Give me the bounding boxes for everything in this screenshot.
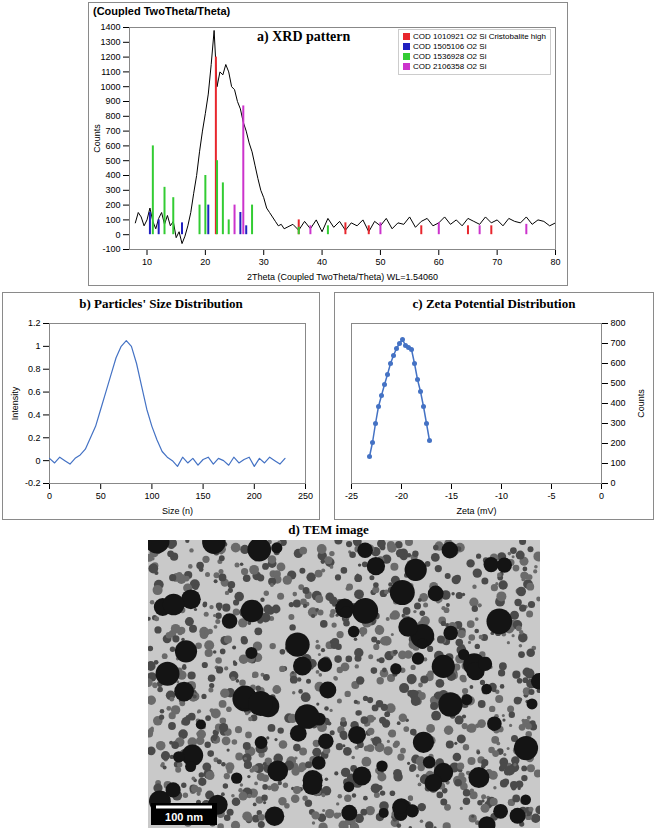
html-text:c) Zeta Potential Distribution: c) Zeta Potential Distribution (412, 296, 576, 311)
svg-text:70: 70 (492, 257, 502, 267)
svg-text:0: 0 (47, 491, 52, 501)
svg-text:500: 500 (611, 378, 626, 388)
svg-text:0: 0 (599, 491, 604, 501)
svg-text:800: 800 (105, 111, 120, 121)
svg-text:-0.2: -0.2 (25, 478, 41, 488)
svg-text:-25: -25 (345, 491, 358, 501)
svg-text:2Theta (Coupled TwoTheta/Theta: 2Theta (Coupled TwoTheta/Theta) WL=1.540… (247, 272, 438, 282)
svg-text:20: 20 (200, 257, 210, 267)
svg-text:1200: 1200 (100, 52, 120, 62)
svg-text:700: 700 (105, 126, 120, 136)
svg-text:-5: -5 (547, 491, 555, 501)
svg-text:-20: -20 (395, 491, 408, 501)
svg-text:Zeta (mV): Zeta (mV) (456, 506, 496, 516)
svg-text:-100: -100 (102, 244, 120, 254)
svg-text:-10: -10 (495, 491, 508, 501)
svg-text:1: 1 (35, 341, 40, 351)
html-text:d) TEM image: d) TEM image (288, 522, 369, 537)
html-text:COD 1505106 O2 Si: COD 1505106 O2 Si (413, 42, 487, 51)
svg-text:300: 300 (611, 418, 626, 428)
svg-text:100: 100 (105, 215, 120, 225)
svg-text:40: 40 (317, 257, 327, 267)
svg-text:1400: 1400 (100, 22, 120, 32)
svg-text:600: 600 (105, 141, 120, 151)
svg-text:400: 400 (105, 170, 120, 180)
svg-text:Counts: Counts (92, 124, 102, 153)
svg-text:700: 700 (611, 338, 626, 348)
svg-text:150: 150 (196, 491, 211, 501)
svg-text:-15: -15 (445, 491, 458, 501)
svg-text:Counts: Counts (636, 389, 646, 418)
html-text:b) Particles' Size Distributio: b) Particles' Size Distribution (79, 296, 243, 311)
html-text:(Coupled TwoTheta/Theta): (Coupled TwoTheta/Theta) (93, 5, 231, 17)
svg-text:50: 50 (375, 257, 385, 267)
svg-text:0.4: 0.4 (28, 410, 41, 420)
html-text:COD 2106358 O2 Si: COD 2106358 O2 Si (413, 62, 487, 71)
svg-text:1000: 1000 (100, 82, 120, 92)
svg-text:1300: 1300 (100, 37, 120, 47)
svg-text:10: 10 (142, 257, 152, 267)
svg-text:Size (n): Size (n) (162, 506, 193, 516)
svg-text:0: 0 (611, 478, 616, 488)
svg-text:Intensity: Intensity (10, 386, 20, 420)
svg-text:800: 800 (611, 318, 626, 328)
html-text:COD 1010921 O2 Si Cristobalite: COD 1010921 O2 Si Cristobalite high (413, 32, 546, 41)
svg-text:100: 100 (611, 458, 626, 468)
svg-text:900: 900 (105, 96, 120, 106)
svg-text:60: 60 (434, 257, 444, 267)
svg-text:1.2: 1.2 (28, 318, 41, 328)
svg-text:30: 30 (259, 257, 269, 267)
svg-text:0: 0 (35, 456, 40, 466)
svg-text:0: 0 (115, 230, 120, 240)
svg-text:250: 250 (298, 491, 313, 501)
svg-text:0.6: 0.6 (28, 387, 41, 397)
svg-text:500: 500 (105, 156, 120, 166)
svg-text:100 nm: 100 nm (165, 811, 203, 823)
svg-text:50: 50 (96, 491, 106, 501)
svg-text:300: 300 (105, 185, 120, 195)
svg-text:100: 100 (144, 491, 159, 501)
svg-text:200: 200 (105, 200, 120, 210)
svg-text:0.2: 0.2 (28, 433, 41, 443)
svg-text:1100: 1100 (101, 67, 120, 77)
svg-text:400: 400 (611, 398, 626, 408)
html-text:COD 1536928 O2 Si: COD 1536928 O2 Si (413, 52, 487, 61)
svg-text:600: 600 (611, 358, 626, 368)
svg-text:200: 200 (247, 491, 262, 501)
svg-text:80: 80 (550, 257, 560, 267)
svg-text:200: 200 (611, 438, 626, 448)
svg-text:0.8: 0.8 (28, 364, 41, 374)
html-text:a) XRD pattern: a) XRD pattern (257, 29, 351, 44)
